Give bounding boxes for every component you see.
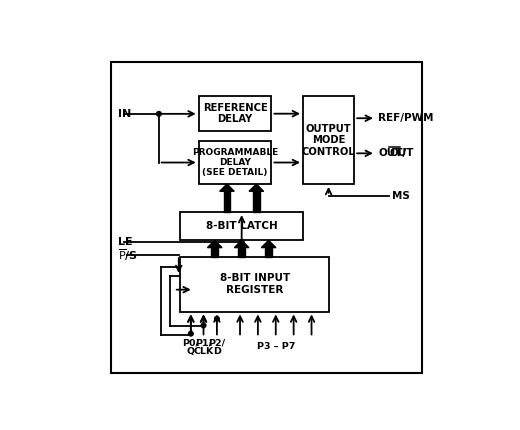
- Bar: [180, 257, 329, 311]
- Text: REF/PWM: REF/PWM: [378, 113, 434, 123]
- Text: MS: MS: [392, 190, 410, 201]
- Bar: [199, 96, 271, 131]
- Text: P0/: P0/: [183, 339, 199, 348]
- Bar: [212, 248, 218, 257]
- Polygon shape: [262, 240, 276, 248]
- Circle shape: [201, 323, 206, 328]
- Circle shape: [215, 316, 219, 321]
- Text: 8-BIT INPUT
REGISTER: 8-BIT INPUT REGISTER: [220, 273, 290, 295]
- Bar: [224, 191, 230, 212]
- Bar: [303, 96, 354, 184]
- Text: D: D: [213, 347, 221, 356]
- Circle shape: [157, 111, 161, 116]
- Text: OUT: OUT: [389, 148, 414, 158]
- Text: 8-BIT LATCH: 8-BIT LATCH: [206, 221, 278, 231]
- Polygon shape: [235, 240, 249, 248]
- Text: $\overline{\rm P}$/S: $\overline{\rm P}$/S: [118, 247, 137, 263]
- Text: P2/: P2/: [209, 339, 226, 348]
- Polygon shape: [219, 184, 234, 191]
- Bar: [199, 141, 271, 184]
- Bar: [238, 248, 245, 257]
- Polygon shape: [249, 184, 264, 191]
- Text: Q: Q: [187, 347, 195, 356]
- Text: OUT/: OUT/: [378, 148, 406, 158]
- Circle shape: [239, 240, 244, 244]
- Text: OUTPUT
MODE
CONTROL: OUTPUT MODE CONTROL: [302, 123, 356, 157]
- Text: LE: LE: [118, 237, 132, 247]
- Text: P1/: P1/: [195, 339, 212, 348]
- Bar: [253, 191, 259, 212]
- Text: IN: IN: [118, 109, 131, 119]
- Bar: [265, 248, 272, 257]
- Bar: [180, 212, 303, 240]
- Text: PROGRAMMABLE
DELAY
(SEE DETAIL): PROGRAMMABLE DELAY (SEE DETAIL): [192, 147, 278, 178]
- Text: CLK: CLK: [193, 347, 214, 356]
- Circle shape: [189, 332, 193, 336]
- Polygon shape: [207, 240, 222, 248]
- Text: REFERENCE
DELAY: REFERENCE DELAY: [203, 103, 267, 124]
- Text: P3 – P7: P3 – P7: [256, 342, 295, 350]
